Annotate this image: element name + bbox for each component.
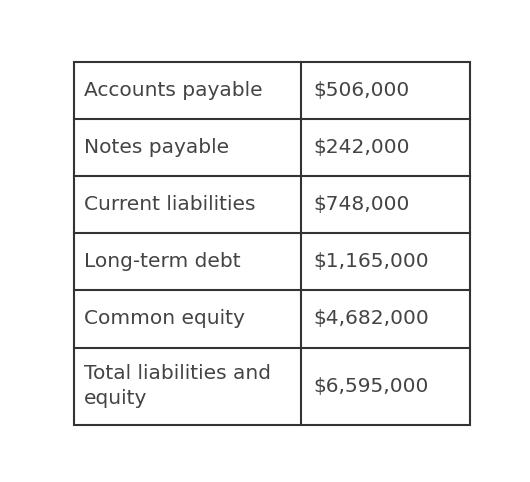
Text: Accounts payable: Accounts payable: [84, 81, 262, 100]
Text: Notes payable: Notes payable: [84, 138, 229, 157]
Text: Common equity: Common equity: [84, 309, 245, 329]
Text: $506,000: $506,000: [314, 81, 410, 100]
Text: Total liabilities and
equity: Total liabilities and equity: [84, 364, 271, 408]
Text: $748,000: $748,000: [314, 195, 410, 214]
Text: Current liabilities: Current liabilities: [84, 195, 255, 214]
Text: $6,595,000: $6,595,000: [314, 376, 429, 396]
Text: $4,682,000: $4,682,000: [314, 309, 429, 329]
Text: $242,000: $242,000: [314, 138, 410, 157]
Text: Long-term debt: Long-term debt: [84, 253, 241, 271]
Text: $1,165,000: $1,165,000: [314, 253, 429, 271]
